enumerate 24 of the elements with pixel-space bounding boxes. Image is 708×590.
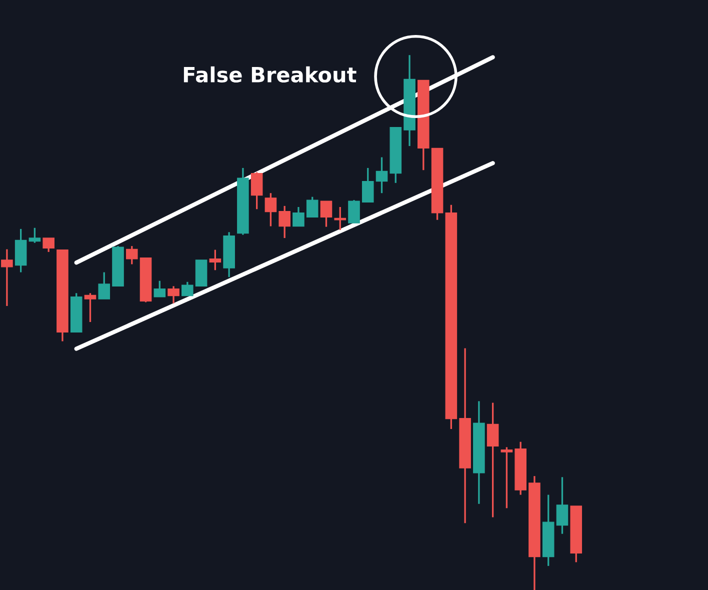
candlestick xyxy=(154,280,166,298)
candlestick xyxy=(98,271,110,300)
candlestick xyxy=(362,167,374,204)
annotation: False Breakout xyxy=(184,66,356,83)
candlestick xyxy=(28,227,41,244)
candlestick xyxy=(292,206,304,228)
candlestick xyxy=(500,446,513,509)
candlestick xyxy=(1,248,13,307)
candlestick xyxy=(168,285,180,304)
candlestick xyxy=(376,156,388,194)
candlestick xyxy=(348,199,360,224)
candlestick xyxy=(264,192,277,228)
candlestick xyxy=(306,196,318,218)
candlestick xyxy=(250,171,263,210)
candlestick xyxy=(182,281,194,297)
candlestick xyxy=(84,292,96,323)
candlestick xyxy=(209,248,222,271)
candlestick xyxy=(126,245,138,266)
candlestick xyxy=(320,200,332,228)
candlestick xyxy=(278,205,290,239)
candlestick xyxy=(556,476,568,535)
candlestick xyxy=(486,402,499,518)
candlestick xyxy=(334,206,346,231)
candlestick xyxy=(42,237,54,253)
